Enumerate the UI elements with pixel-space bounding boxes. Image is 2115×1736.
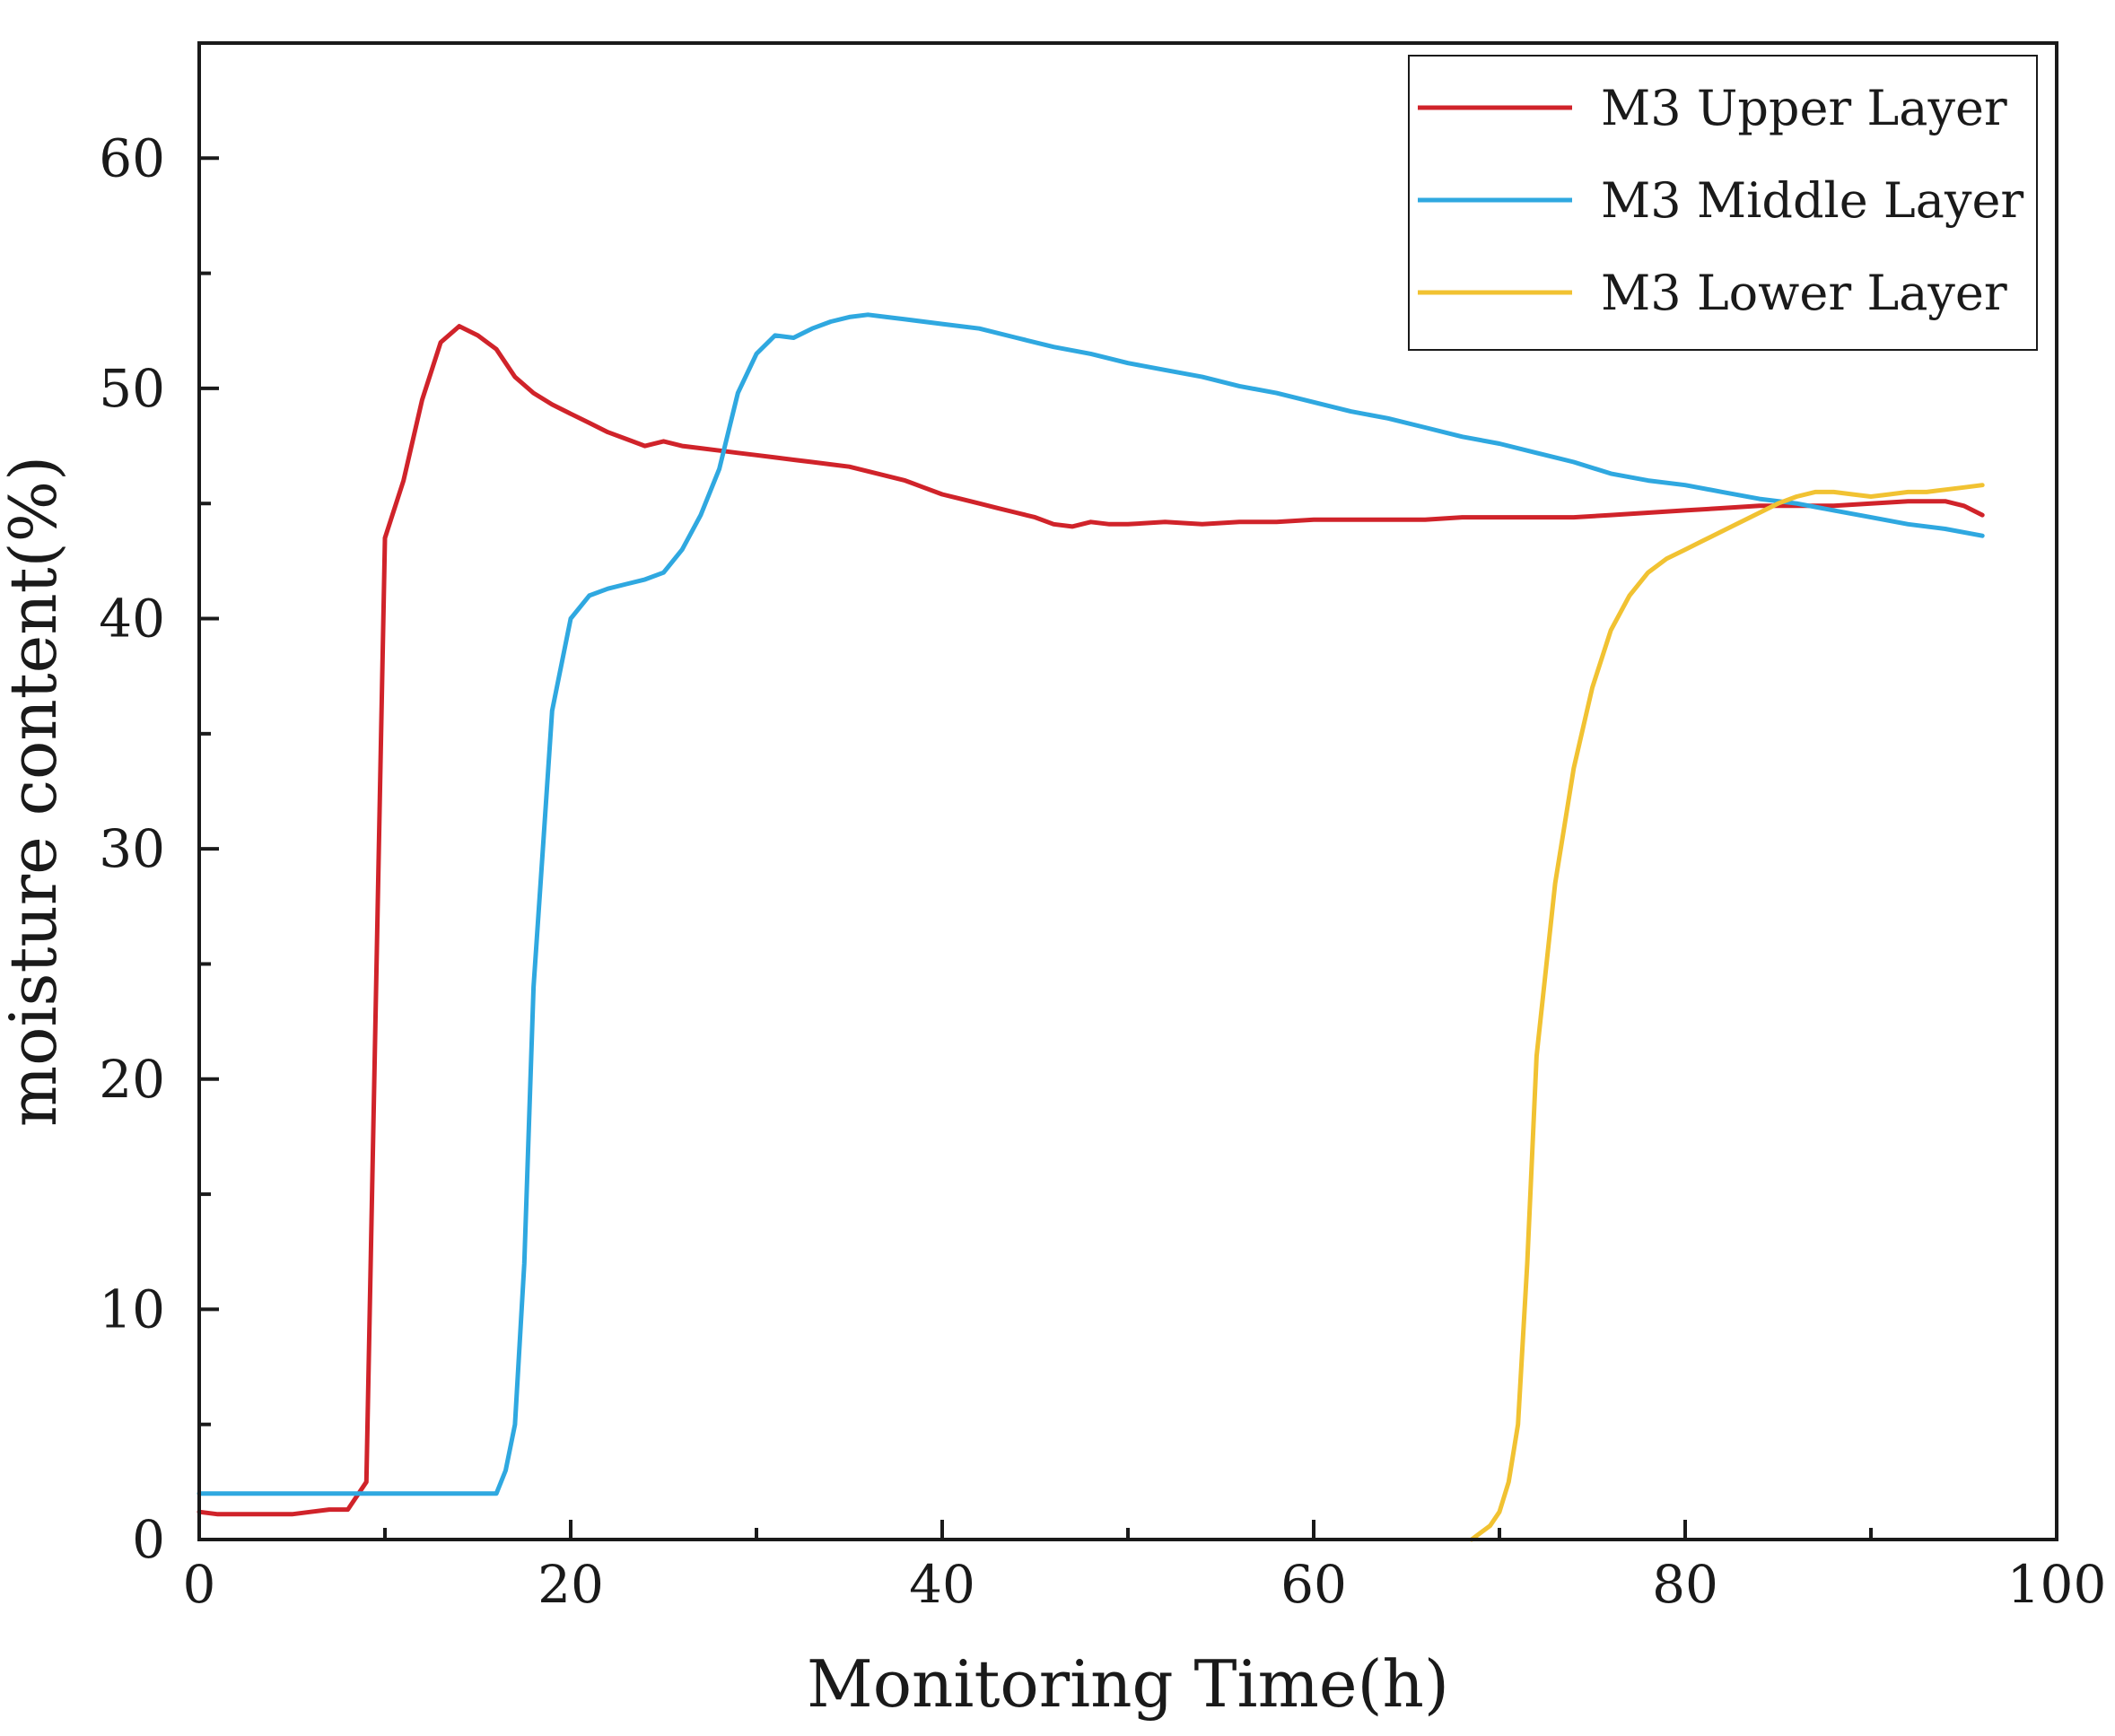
series-line-1: [197, 324, 1985, 1517]
legend-box: [1408, 55, 2038, 351]
y-axis-ticks: 0 10 20 30 40 50 60: [99, 41, 219, 1570]
series-layer: [197, 312, 1985, 1542]
legend: M3 Upper Layer M3 Middle Layer M3 Lower La…: [1408, 55, 2038, 351]
x-axis-ticks: 0 20 40 60 80 100: [183, 1520, 2107, 1615]
x-axis-title: Monitoring Time(h): [807, 1646, 1449, 1722]
series-line-2: [197, 312, 1985, 1496]
y-tick-label: 50: [99, 358, 165, 419]
y-tick-label: 30: [99, 818, 165, 879]
legend-label: M3 Upper Layer: [1601, 80, 2007, 136]
y-axis-title: moisture content(%): [0, 456, 71, 1127]
series-line-3: [1469, 483, 1985, 1542]
x-tick-label: 20: [537, 1554, 604, 1615]
x-tick-label: 60: [1280, 1554, 1347, 1615]
legend-label: M3 Lower Layer: [1601, 265, 2007, 321]
y-tick-label: 20: [99, 1049, 165, 1110]
x-tick-label: 40: [909, 1554, 975, 1615]
y-tick-label: 10: [99, 1278, 165, 1339]
x-tick-label: 100: [2007, 1554, 2107, 1615]
legend-label: M3 Middle Layer: [1601, 172, 2023, 229]
y-tick-label: 60: [99, 127, 165, 188]
x-tick-label: 0: [183, 1554, 216, 1615]
legend-items: M3 Upper Layer M3 Middle Layer M3 Lower La…: [1418, 80, 2023, 321]
y-tick-label: 40: [99, 589, 165, 650]
x-tick-label: 80: [1652, 1554, 1718, 1615]
y-tick-label: 0: [132, 1509, 165, 1570]
